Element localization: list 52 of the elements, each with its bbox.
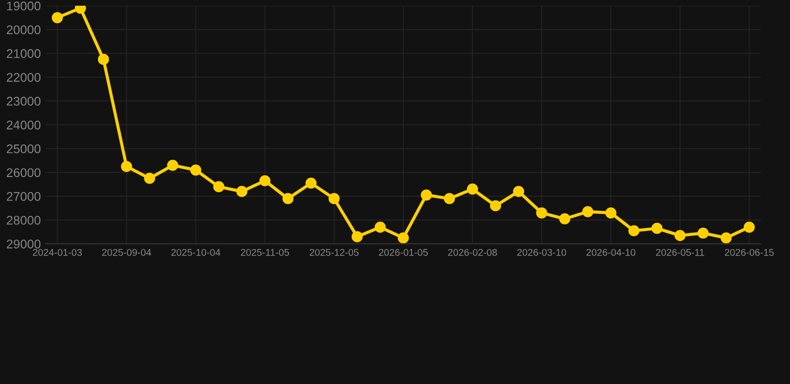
- x-tick-label: 2026-02-08: [448, 248, 497, 256]
- point: [236, 186, 248, 198]
- point: [698, 228, 709, 239]
- point: [328, 193, 340, 204]
- point: [420, 189, 432, 201]
- x-tick-label: 2026-03-10: [517, 248, 566, 256]
- point: [120, 160, 132, 172]
- y-tick-label: 22000: [6, 72, 40, 82]
- y-tick-label: 26000: [6, 168, 40, 178]
- x-tick-label: 2025-12-05: [310, 248, 359, 256]
- y-tick-label: 23000: [6, 96, 40, 106]
- point: [628, 225, 640, 236]
- point: [398, 232, 409, 244]
- point: [259, 175, 270, 186]
- point: [190, 164, 202, 176]
- point: [305, 178, 317, 189]
- y-tick-label: 27000: [6, 192, 40, 201]
- point: [582, 206, 594, 218]
- point: [144, 172, 156, 184]
- x-tick-label: 2026-04-10: [586, 248, 636, 256]
- point: [374, 222, 386, 233]
- x-tick-label: 2026-05-11: [656, 248, 704, 256]
- point: [513, 186, 524, 198]
- point: [744, 222, 755, 233]
- point: [490, 200, 502, 212]
- y-tick-label: 29000: [6, 240, 40, 248]
- point: [466, 184, 478, 195]
- point: [536, 207, 548, 218]
- point: [651, 222, 663, 234]
- x-tick-label: 2024-01-03: [32, 248, 82, 256]
- point: [605, 207, 616, 218]
- y-tick-label: 24000: [6, 120, 40, 130]
- y-tick-label: 19000: [7, 2, 40, 10]
- y-tick-label: 20000: [6, 25, 40, 34]
- x-tick-label: 2026-01-05: [378, 248, 428, 256]
- y-tick-label: 28000: [6, 216, 40, 225]
- y-tick-label: 21000: [6, 49, 40, 58]
- x-tick-label: 2025-11-05: [240, 248, 290, 256]
- point: [674, 230, 686, 242]
- point: [282, 193, 294, 204]
- point: [167, 160, 178, 171]
- point: [52, 12, 63, 24]
- point: [559, 213, 570, 224]
- point: [352, 231, 363, 242]
- point: [444, 193, 455, 204]
- point: [213, 181, 224, 192]
- x-tick-label: 2025-09-04: [102, 248, 152, 256]
- x-tick-label: 2025-10-04: [171, 248, 220, 256]
- x-tick-label: 2026-06-15: [724, 248, 774, 256]
- point: [98, 54, 110, 65]
- y-tick-label: 25000: [6, 144, 40, 154]
- point: [720, 232, 732, 244]
